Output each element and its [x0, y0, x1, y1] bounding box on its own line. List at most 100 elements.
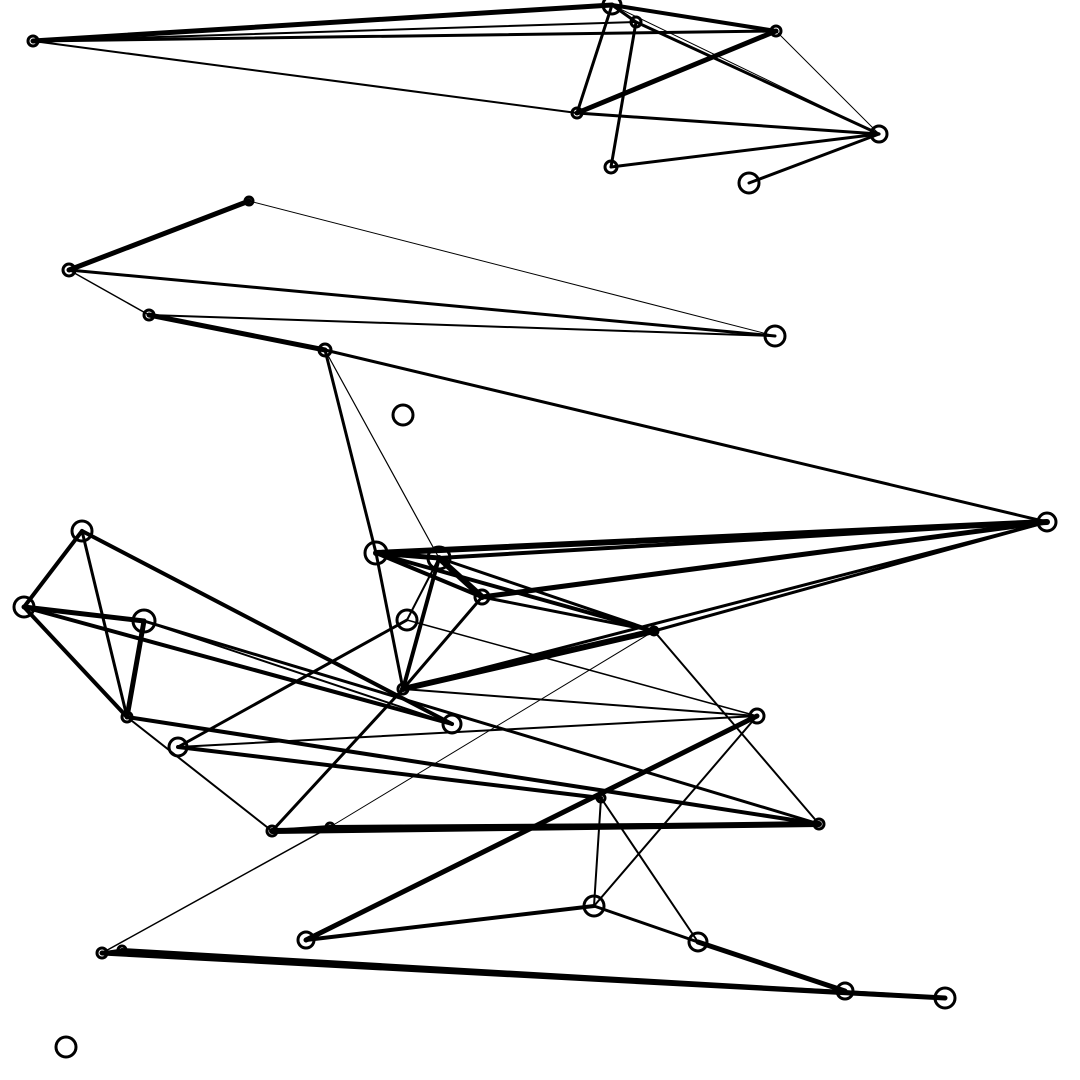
graph-edge	[148, 314, 776, 337]
graph-node	[629, 15, 643, 29]
graph-edge	[575, 111, 881, 136]
graph-edge	[125, 715, 821, 826]
graph-edge	[323, 348, 1049, 524]
graph-edge	[31, 29, 778, 43]
graph-node	[95, 946, 109, 960]
graph-edge	[30, 2, 615, 44]
graph-node	[363, 540, 389, 566]
graph-edge	[480, 595, 656, 633]
graph-edge	[600, 797, 699, 943]
graph-edge	[374, 551, 405, 691]
graph-edge	[143, 620, 453, 725]
graph-edge	[304, 904, 596, 942]
graph-edge	[21, 604, 147, 624]
graph-node	[61, 262, 77, 278]
graph-edge	[32, 40, 578, 114]
graph-node	[835, 981, 855, 1001]
graph-edge	[775, 30, 880, 135]
graph-edge	[406, 619, 758, 717]
graph-node	[473, 588, 491, 606]
graph-edges	[21, 2, 1050, 1001]
graph-edge	[176, 745, 603, 800]
graph-node	[131, 608, 157, 634]
graph-node	[296, 930, 316, 950]
graph-edge	[126, 716, 273, 832]
graph-edge	[574, 28, 779, 116]
graph-node	[120, 710, 134, 724]
graph-edge	[437, 520, 1049, 560]
graph-node	[737, 171, 761, 195]
graph-edge	[401, 595, 484, 691]
graph-edge	[328, 822, 821, 829]
graph-node	[265, 824, 279, 838]
graph-node	[142, 308, 156, 322]
graph-edge	[402, 688, 758, 717]
graph-edge	[695, 939, 848, 994]
graph-edge	[610, 3, 778, 33]
graph-node	[1036, 511, 1058, 533]
graph-edge	[747, 132, 881, 185]
graph-edge	[323, 348, 378, 555]
graph-node	[748, 707, 766, 725]
graph-edge	[593, 797, 602, 907]
graph-edge	[32, 21, 637, 42]
graph-node	[167, 736, 189, 758]
graph-edge	[146, 312, 328, 353]
graph-edge	[177, 715, 758, 748]
graph-node	[769, 24, 783, 38]
graph-edge	[120, 948, 947, 1000]
graph-node	[595, 792, 607, 804]
graph-node	[396, 682, 410, 696]
graph-node	[441, 713, 463, 735]
graph-node	[324, 821, 336, 833]
graph-edge	[374, 551, 484, 599]
graph-node	[570, 106, 584, 120]
graph-edge	[593, 715, 758, 907]
graph-edge	[101, 826, 331, 954]
graph-edge	[329, 630, 655, 828]
graph-node	[426, 545, 452, 571]
graph-node	[12, 595, 36, 619]
graph-edge	[67, 268, 777, 338]
graph-edge	[575, 3, 614, 115]
graph-edge	[270, 687, 405, 833]
graph-node	[54, 1035, 78, 1059]
graph-nodes	[12, 0, 1058, 1059]
graph-node	[933, 986, 957, 1010]
graph-edge	[324, 349, 440, 559]
graph-node	[869, 124, 889, 144]
graph-node	[26, 34, 40, 48]
graph-edge	[479, 519, 1050, 600]
graph-edge	[142, 619, 821, 826]
graph-edge	[176, 618, 409, 749]
graph-node	[116, 944, 128, 956]
graph-edge	[248, 200, 776, 337]
graph-node	[648, 625, 660, 637]
graph-node	[317, 342, 333, 358]
graph-edge	[80, 529, 129, 719]
graph-edge	[124, 618, 147, 720]
graph-node	[243, 195, 255, 207]
graph-node	[812, 817, 826, 831]
graph-node	[763, 324, 787, 348]
graph-edge	[22, 605, 454, 726]
graph-node	[395, 608, 419, 632]
graph-node	[687, 931, 709, 953]
graph-edge	[592, 904, 700, 944]
graph-edge	[80, 529, 454, 726]
graph-edge	[437, 556, 656, 633]
graph-edge	[66, 198, 252, 273]
graph-edge	[374, 551, 656, 633]
graph-edge	[400, 628, 657, 692]
graph-node	[582, 894, 606, 918]
graph-edge	[270, 825, 332, 833]
graph-edge	[22, 529, 84, 609]
graph-edge	[634, 20, 881, 136]
graph-node	[70, 519, 94, 543]
graph-node	[391, 403, 415, 427]
graph-node	[603, 159, 619, 175]
graph-edge	[68, 269, 150, 316]
graph-node	[601, 0, 623, 16]
graph-edge	[22, 605, 129, 719]
